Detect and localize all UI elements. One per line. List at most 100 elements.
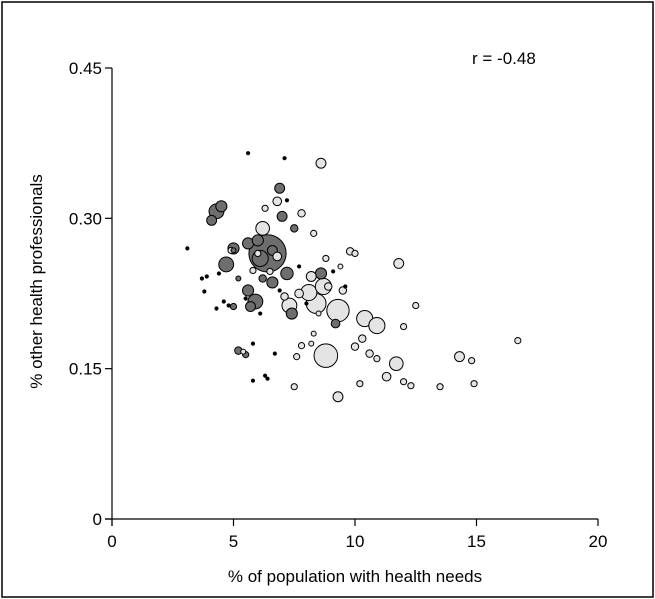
data-point (202, 289, 207, 294)
y-tick-label: 0.15 (69, 360, 102, 379)
data-point (454, 351, 465, 363)
x-tick-label: 5 (229, 532, 238, 551)
data-point (272, 196, 283, 207)
y-tick-label: 0.45 (69, 59, 102, 78)
data-point (310, 330, 317, 337)
data-point (280, 292, 289, 301)
data-point (297, 209, 306, 218)
data-point (258, 311, 263, 316)
y-axis-label: % other health professionals (27, 174, 46, 389)
data-point (314, 267, 328, 280)
data-point (315, 157, 327, 169)
data-point (305, 271, 317, 282)
data-point (468, 357, 476, 365)
y-tick-label: 0 (93, 510, 102, 529)
data-point (272, 351, 277, 356)
data-point (290, 383, 298, 391)
data-point (215, 200, 228, 213)
data-point (365, 349, 374, 358)
data-point (221, 299, 226, 304)
data-point (338, 286, 348, 295)
x-axis-label: % of population with health needs (228, 567, 482, 586)
data-point (290, 224, 299, 233)
data-point (216, 271, 222, 276)
data-point (226, 303, 231, 308)
data-point (249, 266, 257, 275)
data-point (266, 276, 279, 289)
axes (105, 67, 599, 526)
data-point (304, 301, 309, 306)
x-tick-label: 10 (346, 532, 365, 551)
x-tick-label: 20 (589, 532, 608, 551)
data-points (185, 151, 522, 403)
data-point (332, 391, 344, 403)
data-point (373, 355, 381, 363)
data-point (245, 301, 256, 312)
data-point (297, 264, 302, 269)
data-point (470, 380, 478, 388)
data-point (272, 251, 283, 262)
data-point (315, 310, 322, 317)
data-point (293, 353, 301, 361)
data-point (356, 380, 364, 388)
data-point (274, 182, 286, 194)
labels: 0 5 10 15 20 0 0.15 0.30 0.45 % of population wit… (27, 49, 607, 586)
data-point (310, 229, 318, 237)
data-point (214, 306, 219, 311)
data-point (343, 284, 348, 289)
correlation-annotation: r = -0.48 (472, 49, 536, 68)
data-point (245, 151, 251, 156)
data-point (242, 284, 255, 297)
data-point (393, 257, 405, 269)
data-point (350, 342, 360, 351)
data-point (240, 348, 247, 355)
data-point (331, 269, 336, 274)
data-point (368, 317, 386, 335)
data-point (412, 301, 420, 310)
data-point (261, 204, 269, 212)
data-point (280, 266, 294, 281)
data-point (294, 288, 304, 299)
data-point (235, 275, 242, 282)
data-point (250, 378, 256, 383)
data-point (199, 276, 205, 281)
data-point (262, 373, 268, 378)
data-point (358, 334, 367, 343)
data-point (514, 337, 522, 345)
data-point (400, 322, 408, 331)
data-point (282, 156, 287, 161)
y-tick-label: 0.30 (69, 209, 102, 228)
x-tick-label: 15 (467, 532, 486, 551)
data-point (324, 282, 333, 291)
data-point (285, 307, 298, 320)
data-point (351, 249, 359, 258)
data-point (258, 274, 267, 283)
data-point (326, 298, 350, 323)
data-point (337, 263, 344, 270)
data-point (185, 246, 190, 251)
data-point (381, 371, 392, 382)
data-point (206, 214, 218, 226)
data-point (436, 383, 444, 391)
data-point (277, 288, 282, 293)
data-point (297, 342, 306, 350)
data-point (322, 254, 330, 263)
data-point (250, 341, 256, 346)
data-point (255, 221, 270, 236)
data-point (230, 247, 237, 254)
data-point (251, 234, 264, 247)
data-point (265, 376, 270, 381)
x-tick-label: 0 (107, 532, 116, 551)
data-point (204, 274, 209, 279)
data-point (308, 340, 315, 347)
data-point (218, 256, 235, 273)
data-point (229, 302, 238, 311)
data-point (284, 198, 290, 203)
data-point (313, 343, 339, 368)
data-point (407, 382, 415, 390)
data-point (276, 210, 288, 222)
data-point (254, 249, 262, 258)
